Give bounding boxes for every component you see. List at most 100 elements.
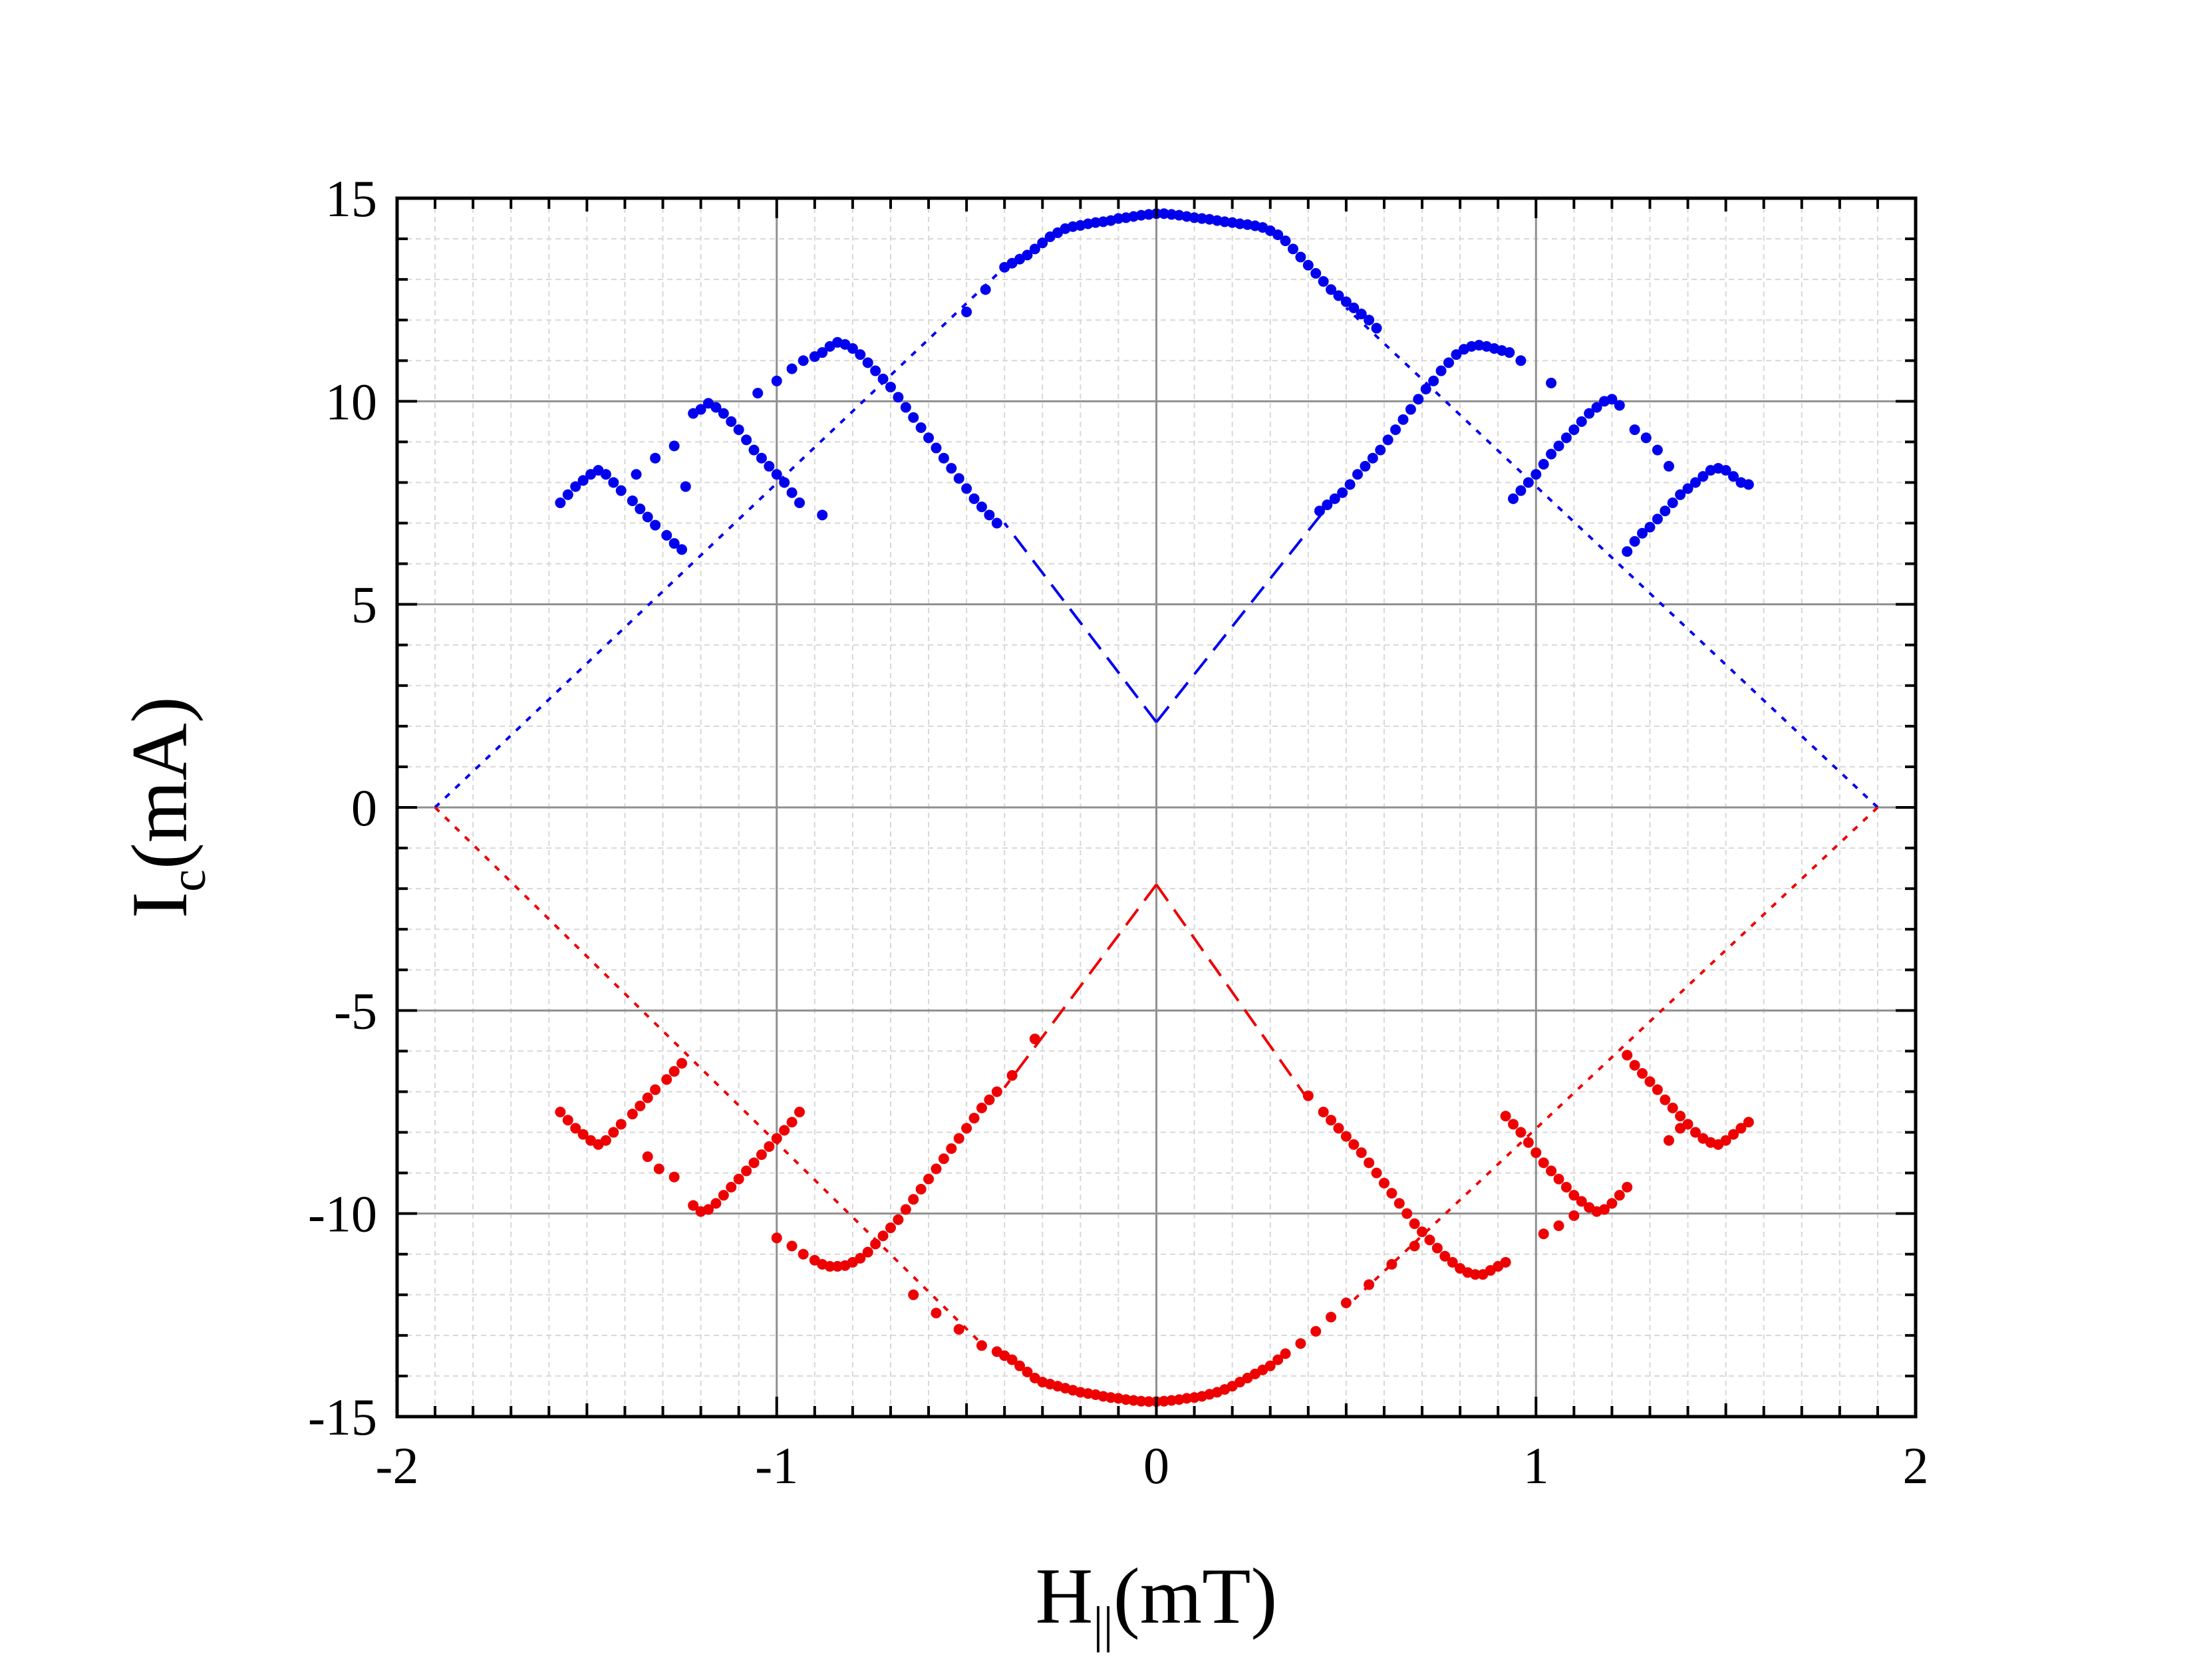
red-data-point	[1538, 1228, 1549, 1240]
y-axis-title: Ic(mA)	[115, 696, 216, 918]
x-axis-title-unit: (mT)	[1113, 1552, 1278, 1640]
red-data-point	[1515, 1127, 1527, 1138]
y-tick-label: -15	[308, 1388, 377, 1446]
red-data-point	[786, 1240, 798, 1252]
red-data-point	[1417, 1226, 1428, 1238]
red-data-point	[1326, 1115, 1337, 1126]
blue-data-point	[695, 404, 706, 415]
blue-data-point	[870, 365, 881, 376]
blue-data-point	[984, 509, 995, 521]
blue-data-point	[1375, 444, 1386, 456]
x-axis-title-main: H	[1036, 1552, 1094, 1640]
red-data-point	[635, 1100, 646, 1111]
blue-data-point	[668, 538, 680, 549]
blue-data-point	[855, 349, 866, 360]
blue-data-point	[1553, 440, 1564, 452]
red-data-point	[1553, 1173, 1564, 1185]
blue-data-point	[668, 440, 680, 452]
red-data-point	[794, 1107, 805, 1117]
blue-data-point	[562, 489, 573, 500]
blue-data-point	[1576, 416, 1587, 427]
red-data-point	[733, 1173, 744, 1185]
red-data-point	[1614, 1190, 1625, 1201]
red-data-point	[1637, 1067, 1648, 1079]
axis-ticks	[396, 197, 1917, 1418]
red-data-point	[668, 1065, 680, 1077]
blue-data-point	[752, 388, 764, 399]
blue-data-point	[1591, 402, 1602, 413]
blue-data-point	[1413, 394, 1424, 405]
blue-data-point	[1435, 365, 1447, 376]
blue-data-point	[908, 412, 919, 423]
blue-data-point	[1584, 408, 1595, 419]
red-data-point	[976, 1340, 987, 1351]
red-data-point	[642, 1151, 653, 1163]
blue-data-point	[1523, 477, 1534, 488]
red-data-point	[938, 1153, 949, 1165]
blue-data-point	[1664, 461, 1675, 472]
red-data-point	[608, 1127, 619, 1138]
blue-data-point	[938, 452, 949, 464]
red-data-point	[877, 1230, 889, 1242]
red-data-point	[676, 1057, 688, 1069]
blue-data-point	[1360, 461, 1371, 472]
red-data-point	[718, 1190, 729, 1201]
blue-data-point	[1280, 235, 1291, 247]
red-data-point	[1644, 1076, 1656, 1087]
red-data-point	[1664, 1135, 1675, 1146]
blue-data-point	[1622, 546, 1633, 557]
blue-data-point	[980, 284, 991, 295]
red-data-point	[1523, 1137, 1534, 1148]
red-data-point	[642, 1092, 653, 1103]
red-data-point	[1531, 1147, 1542, 1159]
blue-data-point	[976, 501, 987, 513]
red-data-point	[923, 1173, 935, 1185]
red-data-point	[1660, 1094, 1671, 1105]
blue-fit-line-dashed	[1003, 522, 1158, 723]
blue-data-point	[1667, 497, 1678, 508]
red-data-point	[1469, 1269, 1481, 1280]
red-data-point	[1029, 1034, 1040, 1045]
blue-data-point	[968, 493, 980, 504]
red-data-point	[1340, 1298, 1352, 1309]
blue-data-point	[1652, 444, 1663, 456]
blue-data-point	[961, 306, 972, 317]
y-axis-title-unit: (mA)	[115, 696, 204, 869]
y-tick-label: 5	[351, 576, 377, 634]
red-data-point	[1500, 1111, 1511, 1122]
red-data-point	[1576, 1196, 1587, 1207]
blue-data-point	[1568, 424, 1580, 436]
blue-data-point	[1352, 469, 1363, 480]
red-data-point	[1006, 1070, 1018, 1081]
y-axis-title-main: I	[115, 892, 204, 918]
red-data-point	[1401, 1208, 1413, 1219]
blue-data-point	[885, 381, 896, 392]
blue-data-point	[718, 408, 729, 419]
red-data-point	[779, 1125, 790, 1136]
blue-data-point	[786, 363, 798, 374]
blue-data-point	[1310, 267, 1322, 279]
blue-data-point	[555, 497, 566, 508]
red-data-point	[1326, 1312, 1337, 1323]
red-data-point	[1022, 1366, 1033, 1377]
red-data-point	[1622, 1050, 1633, 1061]
blue-data-point	[931, 442, 942, 454]
red-data-point	[893, 1214, 904, 1225]
red-data-point	[1568, 1190, 1580, 1201]
blue-data-point	[661, 529, 672, 541]
blue-fit-line-dashed	[1155, 505, 1328, 724]
blue-data-point	[877, 373, 889, 384]
red-data-point	[953, 1324, 964, 1335]
red-data-point	[1409, 1218, 1420, 1229]
red-data-point	[931, 1308, 942, 1319]
blue-data-point	[1382, 434, 1393, 446]
red-data-point	[1652, 1084, 1663, 1095]
red-data-point	[798, 1248, 809, 1260]
blue-data-point	[1287, 243, 1298, 255]
red-data-point	[1264, 1360, 1276, 1371]
blue-data-point	[1606, 394, 1618, 405]
red-data-point	[862, 1246, 873, 1258]
red-data-point	[1378, 1177, 1390, 1189]
blue-data-point	[570, 481, 581, 492]
blue-data-point	[1560, 432, 1572, 444]
